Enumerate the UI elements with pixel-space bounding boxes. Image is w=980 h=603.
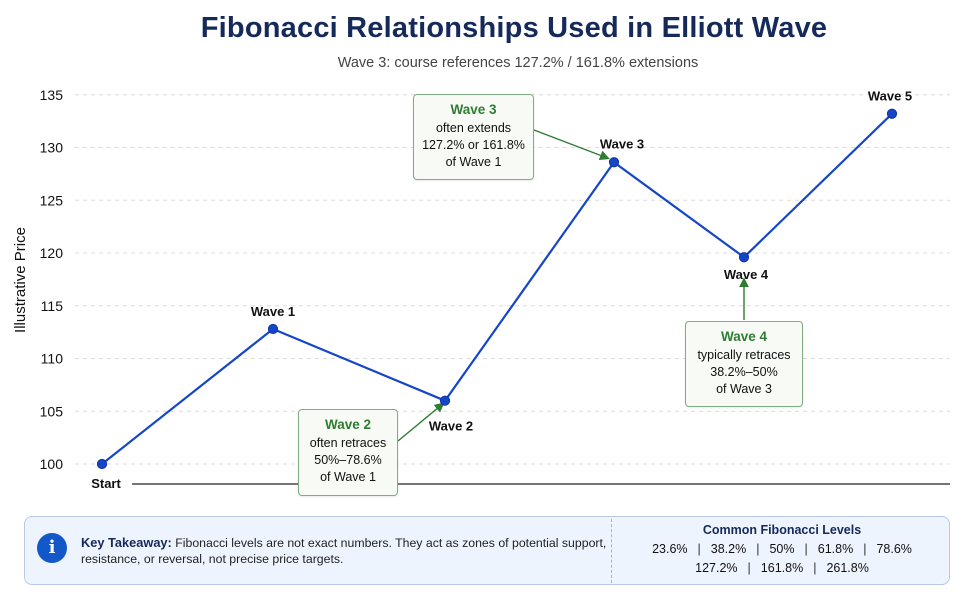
point-label: Wave 2 — [429, 419, 473, 434]
y-tick-label: 125 — [40, 192, 64, 208]
fibonacci-levels-row: 23.6% | 38.2% | 50% | 61.8% | 78.6% — [617, 542, 947, 556]
fibonacci-level: 50% — [769, 542, 795, 556]
y-tick-label: 115 — [41, 298, 64, 314]
annotation-line: 127.2% or 161.8% — [422, 138, 525, 152]
data-point-wave-1 — [267, 323, 279, 335]
y-tick-label: 130 — [40, 140, 64, 156]
key-takeaway-lead: Key Takeaway: — [81, 535, 172, 550]
annotation-line: of Wave 3 — [716, 382, 772, 396]
annotation-title: Wave 4 — [720, 329, 768, 344]
annotation-arrow — [533, 129, 610, 161]
annotation-line: of Wave 1 — [445, 155, 502, 169]
point-label: Start — [91, 476, 121, 491]
chart-title: Fibonacci Relationships Used in Elliott … — [200, 12, 828, 44]
annotation-wave-3: Wave 3 often extends 127.2% or 161.8% of… — [413, 94, 534, 180]
separator: | — [756, 542, 760, 556]
fibonacci-level: 78.6% — [876, 542, 912, 556]
fibonacci-level: 161.8% — [760, 561, 804, 575]
annotation-arrow — [397, 402, 445, 442]
annotation-title: Wave 2 — [324, 417, 372, 432]
y-tick-label: 120 — [40, 245, 64, 261]
y-tick-label: 110 — [41, 351, 64, 367]
separator: | — [813, 561, 817, 575]
fibonacci-level: 127.2% — [695, 561, 738, 575]
annotation-wave-2: Wave 2 often retraces 50%–78.6% of Wave … — [298, 409, 398, 496]
annotation-line: typically retraces — [697, 348, 791, 362]
annotation-line: often retraces — [309, 436, 387, 450]
fibonacci-levels-row: 127.2% | 161.8% | 261.8% — [617, 561, 947, 575]
series-line — [101, 112, 893, 465]
fibonacci-level: 61.8% — [817, 542, 854, 556]
y-tick-label: 105 — [40, 403, 64, 419]
fibonacci-levels-title: Common Fibonacci Levels — [702, 523, 862, 537]
fibonacci-level: 38.2% — [710, 542, 747, 556]
key-takeaway-panel: i Key Takeaway: Fibonacci levels are not… — [24, 516, 950, 585]
separator: | — [747, 561, 751, 575]
point-label: Wave 5 — [868, 89, 912, 104]
data-point-wave-5 — [886, 108, 898, 119]
data-point-start — [96, 458, 108, 470]
separator: | — [697, 542, 701, 556]
point-label: Wave 3 — [600, 136, 644, 151]
fibonacci-levels: Common Fibonacci Levels 23.6% | 38.2% | 50% |… — [617, 523, 947, 575]
y-axis-label: Illustrative Price — [12, 227, 29, 333]
annotation-title: Wave 3 — [450, 102, 497, 117]
annotation-wave-4: Wave 4 typically retraces 38.2%–50% of W… — [685, 321, 803, 407]
annotation-line: often extends — [435, 121, 512, 135]
key-takeaway-body: Fibonacci levels are not exact numbers. … — [81, 536, 607, 566]
key-takeaway-text: Key Takeaway: Fibonacci levels are not e… — [81, 535, 621, 567]
data-point-wave-3 — [608, 157, 620, 168]
info-icon: i — [37, 533, 67, 563]
separator: | — [804, 542, 808, 556]
point-label: Wave 4 — [724, 267, 769, 282]
y-tick-label: 135 — [40, 87, 64, 103]
separator: | — [863, 542, 867, 556]
annotation-line: 38.2%–50% — [710, 365, 778, 379]
annotation-line: 50%–78.6% — [314, 453, 382, 467]
panel-divider — [611, 519, 612, 583]
data-point-wave-4 — [738, 252, 750, 263]
point-label: Wave 1 — [251, 304, 295, 319]
y-tick-label: 100 — [40, 456, 64, 472]
fibonacci-level: 261.8% — [826, 561, 869, 575]
chart-svg: 100 105 110 115 120 125 130 135 Illustrative Pri… — [12, 87, 950, 491]
fibonacci-level: 23.6% — [652, 542, 688, 556]
data-point-wave-2 — [439, 395, 451, 406]
chart-subtitle: Wave 3: course references 127.2% / 161.8… — [337, 55, 699, 71]
annotation-line: of Wave 1 — [320, 470, 376, 484]
